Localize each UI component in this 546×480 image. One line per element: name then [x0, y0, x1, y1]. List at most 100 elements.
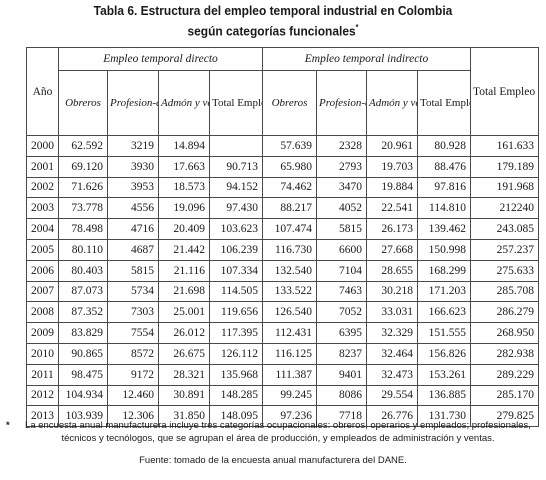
- direct-total-cell: 119.656: [209, 301, 263, 324]
- indirect-total-cell: 151.555: [417, 322, 471, 344]
- total-temporal-cell: 285.170: [470, 384, 539, 407]
- table-row: 2010 90.865 8572 26.675 126.112 116.125 8237 32…: [26, 342, 539, 365]
- indirect-obreros-cell: 133.522: [262, 280, 317, 303]
- direct-total-cell: 94.152: [209, 176, 263, 199]
- direct-total-cell: 103.623: [209, 218, 263, 240]
- direct-obreros-cell: 73.778: [58, 197, 108, 220]
- indirect-profesionales-cell: 3470: [316, 176, 367, 199]
- total-temporal-cell: 289.229: [470, 363, 539, 386]
- year-cell: 2010: [26, 342, 59, 365]
- year-cell: 2008: [26, 301, 59, 324]
- direct-total-cell: 126.112: [209, 342, 263, 365]
- direct-admon-cell: 26.012: [158, 322, 210, 344]
- indirect-profesionales-cell: 2328: [316, 135, 367, 157]
- direct-obreros-cell: 69.120: [58, 155, 108, 178]
- year-cell: 2006: [26, 259, 59, 282]
- total-temporal-cell: 285.708: [470, 280, 539, 303]
- table-row: 2013 103.939 12.306 31.850 148.095 97.236 7718…: [26, 405, 539, 428]
- indirect-admon-cell: 26.173: [366, 218, 418, 240]
- table-row: 2002 71.626 3953 18.573 94.152 74.462 3470 19.8…: [26, 176, 539, 199]
- direct-obreros-cell: 83.829: [58, 322, 108, 344]
- direct-profesionales-cell: 9172: [107, 363, 159, 386]
- indirect-profesionales-cell: 7052: [316, 301, 367, 324]
- year-cell: 2004: [26, 218, 59, 240]
- indirect-obreros-cell: 107.474: [262, 218, 317, 240]
- indirect-admon-cell: 26.776: [366, 405, 418, 428]
- indirect-admon-header: Admón y ventas: [366, 70, 418, 136]
- indirect-profesionales-cell: 6395: [316, 322, 367, 344]
- direct-total-cell: 90.713: [209, 155, 263, 178]
- indirect-total-cell: 136.885: [417, 384, 471, 407]
- footnote-star: *: [6, 420, 10, 431]
- footnote: * La encuesta anual manufacturera incluy…: [6, 419, 544, 445]
- direct-admon-cell: 20.409: [158, 218, 210, 240]
- indirect-obreros-cell: 126.540: [262, 301, 317, 324]
- year-cell: 2013: [26, 405, 59, 428]
- table-body: 2000 62.592 3219 14.894 57.639 2328 20.961 80.9…: [26, 135, 539, 428]
- indirect-profesionales-cell: 5815: [316, 218, 367, 240]
- table-row: 2007 87.073 5734 21.698 114.505 133.522 7463 30…: [26, 280, 539, 303]
- indirect-profesionales-cell: 7718: [316, 405, 367, 428]
- indirect-admon-cell: 19.703: [366, 155, 418, 178]
- direct-profesionales-cell: 7554: [107, 322, 159, 344]
- direct-total-cell: 148.095: [209, 405, 263, 428]
- total-temporal-cell: 191.968: [470, 176, 539, 199]
- direct-obreros-cell: 71.626: [58, 176, 108, 199]
- direct-total-cell: 148.285: [209, 384, 263, 407]
- direct-profesionales-cell: 4687: [107, 238, 159, 261]
- year-header: Año: [26, 47, 59, 136]
- table-row: 2000 62.592 3219 14.894 57.639 2328 20.961 80.9…: [26, 135, 539, 157]
- indirect-admon-cell: 28.655: [366, 259, 418, 282]
- indirect-admon-cell: 19.884: [366, 176, 418, 199]
- indirect-admon-cell: 32.329: [366, 322, 418, 344]
- indirect-total-cell: 114.810: [417, 197, 471, 220]
- direct-admon-cell: 21.116: [158, 259, 210, 282]
- indirect-obreros-cell: 99.245: [262, 384, 317, 407]
- total-temporal-cell: 161.633: [470, 135, 539, 157]
- indirect-total-cell: 153.261: [417, 363, 471, 386]
- direct-total-cell: 97.430: [209, 197, 263, 220]
- footnote-text: La encuesta anual manufacturera incluye …: [25, 420, 531, 444]
- direct-total-cell: 135.968: [209, 363, 263, 386]
- direct-obreros-cell: 87.073: [58, 280, 108, 303]
- table-row: 2012 104.934 12.460 30.891 148.285 99.245 8086…: [26, 384, 539, 407]
- total-temporal-cell: 243.085: [470, 218, 539, 240]
- table-title: Tabla 6. Estructura del empleo temporal …: [22, 2, 524, 39]
- year-cell: 2003: [26, 197, 59, 220]
- title-line-1: Tabla 6. Estructura del empleo temporal …: [93, 3, 453, 18]
- direct-admon-cell: 19.096: [158, 197, 210, 220]
- direct-profesionales-cell: 3953: [107, 176, 159, 199]
- total-temporal-cell: 275.633: [470, 259, 539, 282]
- direct-admon-cell: 21.442: [158, 238, 210, 261]
- direct-total-cell: 107.334: [209, 259, 263, 282]
- year-cell: 2009: [26, 322, 59, 344]
- total-temporal-cell: 268.950: [470, 322, 539, 344]
- direct-total-cell: 114.505: [209, 280, 263, 303]
- table-row: 2003 73.778 4556 19.096 97.430 88.217 4052 22.5…: [26, 197, 539, 220]
- direct-total-cell: 117.395: [209, 322, 263, 344]
- indirect-admon-cell: 22.541: [366, 197, 418, 220]
- title-line-2: según categorías funcionales*: [22, 19, 524, 39]
- indirect-admon-cell: 20.961: [366, 135, 418, 157]
- direct-profesionales-cell: 3219: [107, 135, 159, 157]
- direct-profesionales-cell: 12.306: [107, 405, 159, 428]
- direct-obreros-cell: 87.352: [58, 301, 108, 324]
- indirect-total-cell: 97.816: [417, 176, 471, 199]
- indirect-admon-cell: 29.554: [366, 384, 418, 407]
- direct-admon-cell: 17.663: [158, 155, 210, 178]
- direct-admon-cell: 26.675: [158, 342, 210, 365]
- indirect-profesionales-cell: 9401: [316, 363, 367, 386]
- indirect-total-cell: 166.623: [417, 301, 471, 324]
- table-row: 2006 80.403 5815 21.116 107.334 132.540 7104 28…: [26, 259, 539, 282]
- indirect-obreros-cell: 65.980: [262, 155, 317, 178]
- direct-profesionales-cell: 3930: [107, 155, 159, 178]
- indirect-admon-cell: 32.464: [366, 342, 418, 365]
- direct-obreros-cell: 80.110: [58, 238, 108, 261]
- direct-profesionales-cell: 7303: [107, 301, 159, 324]
- indirect-obreros-cell: 57.639: [262, 135, 317, 157]
- direct-obreros-cell: 80.403: [58, 259, 108, 282]
- direct-obreros-cell: 104.934: [58, 384, 108, 407]
- direct-admon-header: Admón y ventas: [158, 70, 210, 136]
- direct-total-cell: [209, 135, 263, 157]
- total-temporal-cell: 257.237: [470, 238, 539, 261]
